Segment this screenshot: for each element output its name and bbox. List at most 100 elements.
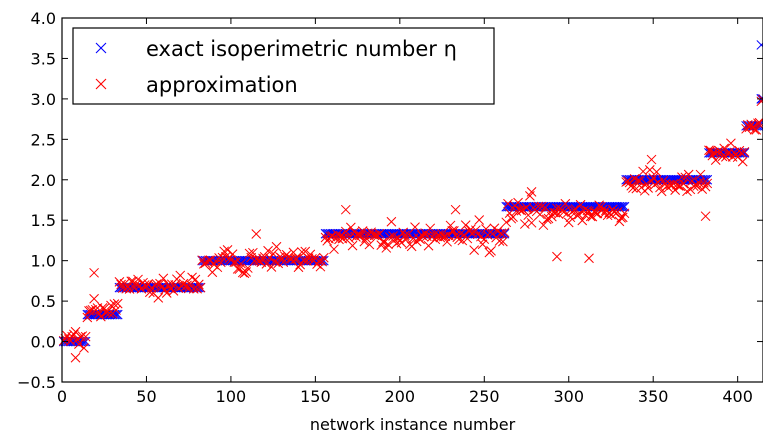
approximation-point <box>560 198 571 209</box>
approximation-point <box>565 212 576 223</box>
y-tick-label: 3.0 <box>31 90 56 109</box>
legend-label-approximation: approximation <box>146 73 298 97</box>
approximation-point <box>519 219 530 229</box>
approximation-point <box>501 217 512 228</box>
approximation-point <box>116 279 126 290</box>
approximation-point <box>682 186 692 197</box>
approximation-point <box>678 178 689 189</box>
approximation-point <box>190 274 201 285</box>
approximation-point <box>577 215 588 226</box>
approximation-point <box>70 352 81 363</box>
approximation-point <box>710 155 721 165</box>
approximation-point <box>548 207 559 218</box>
approximation-point <box>719 143 730 154</box>
approximation-point <box>499 227 510 238</box>
approximation-point <box>264 253 275 263</box>
y-tick-label: 2.0 <box>31 171 56 190</box>
approximation-point <box>455 228 466 239</box>
approximation-point <box>536 201 547 212</box>
approximation-point <box>266 262 277 272</box>
approximation-point <box>736 147 746 158</box>
approximation-point <box>496 228 507 239</box>
approximation-point <box>673 181 684 191</box>
approximation-point <box>481 224 491 234</box>
approximation-point <box>543 213 554 224</box>
exact-point <box>541 201 552 212</box>
approximation-point <box>381 243 392 253</box>
approximation-point <box>286 253 297 264</box>
approximation-point <box>80 331 91 342</box>
approximation-point <box>153 293 164 303</box>
exact-point <box>756 40 763 50</box>
approximation-point <box>386 216 397 227</box>
approximation-point <box>374 228 385 239</box>
exact-point <box>531 201 542 212</box>
approximation-point <box>410 222 420 232</box>
approximation-point <box>595 201 606 212</box>
approximation-point <box>717 151 728 162</box>
approximation-point <box>433 230 444 240</box>
approximation-point <box>552 251 562 262</box>
exact-point <box>469 228 480 239</box>
approximation-point <box>602 210 613 221</box>
legend-label-exact: exact isoperimetric number η <box>146 37 457 61</box>
approximation-point <box>400 230 410 241</box>
approximation-point <box>293 262 304 273</box>
y-tick-label: 3.5 <box>31 49 56 68</box>
exact-point <box>192 282 202 293</box>
exact-point <box>340 228 351 239</box>
approximation-point <box>232 264 243 274</box>
approximation-point <box>364 239 375 250</box>
approximation-point <box>702 178 713 189</box>
approximation-point <box>354 230 365 241</box>
approximation-point <box>298 255 309 265</box>
approximation-point <box>477 239 488 250</box>
approximation-point <box>112 298 123 309</box>
approximation-point <box>87 304 98 315</box>
approximation-point <box>158 273 169 284</box>
exact-point <box>447 228 458 239</box>
approximation-point <box>693 177 704 188</box>
approximation-point <box>668 178 679 189</box>
approximation-point <box>590 208 601 218</box>
approximation-point <box>229 257 240 268</box>
exact-point <box>616 201 626 212</box>
approximation-point <box>469 245 480 255</box>
y-tick-label: 2.5 <box>31 130 56 149</box>
approximation-point <box>643 183 653 193</box>
approximation-point <box>271 241 282 252</box>
exact-point <box>501 201 512 212</box>
x-tick-label: 350 <box>638 387 669 406</box>
approximation-point <box>126 276 137 287</box>
approximation-point <box>447 225 458 236</box>
y-axis-ticks: −0.5 0.0 0.5 1.0 1.5 2.0 2.5 3.0 3.5 4.0 <box>17 9 763 392</box>
approximation-point <box>753 118 763 129</box>
approximation-point <box>498 236 508 247</box>
approximation-point <box>749 124 760 135</box>
approximation-point <box>638 166 648 177</box>
approximation-point <box>251 229 262 239</box>
x-tick-label: 50 <box>136 387 156 406</box>
approximation-point <box>109 299 120 309</box>
approximation-point <box>68 329 79 340</box>
approximation-point <box>222 245 233 255</box>
approximation-point <box>357 226 368 236</box>
x-tick-label: 0 <box>57 387 67 406</box>
approximation-point <box>295 259 306 270</box>
approximation-point <box>494 236 505 246</box>
approximation-point <box>474 215 485 225</box>
approximation-point <box>168 285 179 296</box>
approximation-point <box>288 247 299 258</box>
approximation-point <box>219 246 230 257</box>
approximation-point <box>347 240 358 251</box>
approximation-point <box>340 204 351 215</box>
approximation-point <box>558 207 569 217</box>
approximation-point <box>75 332 86 342</box>
approximation-point <box>705 145 716 156</box>
approximation-point <box>79 343 89 353</box>
approximation-point <box>182 280 192 291</box>
exact-point <box>525 201 535 212</box>
approximation-point <box>411 236 422 247</box>
x-tick-label: 400 <box>722 387 753 406</box>
plot-frame <box>61 17 763 383</box>
